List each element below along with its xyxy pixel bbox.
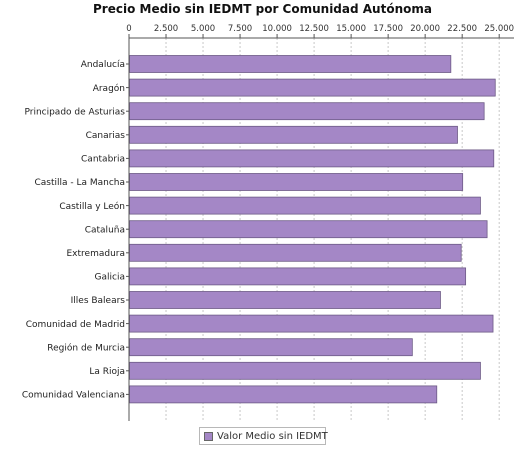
category-labels: Andalucía Aragón Principado de Asturias Can… (22, 60, 125, 400)
category-label: Cantabria (81, 155, 125, 165)
category-label: Principado de Asturias (24, 107, 125, 117)
legend-label: Valor Medio sin IEDMT (217, 430, 328, 442)
bars (129, 55, 496, 404)
bar (129, 385, 438, 404)
x-tick-label: 17.500 (373, 24, 403, 34)
x-tick-label: 15.000 (336, 24, 366, 34)
bar (129, 173, 464, 191)
bar (129, 125, 458, 144)
x-tick-label: 22.500 (447, 24, 477, 34)
bar (129, 78, 496, 97)
bar (129, 55, 452, 73)
bar (129, 291, 441, 309)
category-label: Comunidad Valenciana (22, 391, 125, 401)
x-tick-label: 7.500 (228, 24, 252, 34)
chart-title: Precio Medio sin IEDMT por Comunidad Aut… (93, 2, 432, 16)
x-tick-label: 10.000 (262, 24, 292, 34)
bar (129, 267, 467, 286)
x-tick-label: 2.500 (154, 24, 178, 34)
x-tick-label: 5.000 (191, 24, 215, 34)
category-label: Extremadura (67, 249, 126, 259)
x-tick-label: 25.000 (484, 24, 514, 34)
bar (129, 220, 488, 239)
category-label: Región de Murcia (47, 342, 125, 353)
bar (129, 243, 462, 262)
x-tick-label: 12.500 (299, 24, 329, 34)
category-label: Aragón (93, 83, 125, 94)
category-label: La Rioja (89, 367, 125, 377)
legend-swatch (204, 431, 213, 441)
category-label: Cataluña (85, 225, 125, 235)
x-axis-ticks: 0 2.500 5.000 7.500 10.000 12.500 15.000 17.500… (126, 24, 514, 38)
category-label: Castilla - La Mancha (34, 178, 125, 188)
bar (129, 149, 495, 168)
bar (129, 338, 413, 357)
bar (129, 196, 481, 215)
category-label: Canarias (86, 131, 126, 141)
x-tick-label: 0 (126, 24, 131, 34)
legend: Valor Medio sin IEDMT (199, 427, 328, 445)
category-label: Andalucía (81, 60, 125, 70)
category-label: Galicia (95, 273, 125, 283)
category-label: Castilla y León (59, 201, 125, 212)
category-label: Illes Balears (71, 296, 126, 306)
bar (129, 361, 481, 380)
category-label: Comunidad de Madrid (26, 320, 125, 330)
bar (129, 102, 485, 121)
bar (129, 314, 494, 333)
x-tick-label: 20.000 (410, 24, 440, 34)
axes (126, 37, 514, 421)
